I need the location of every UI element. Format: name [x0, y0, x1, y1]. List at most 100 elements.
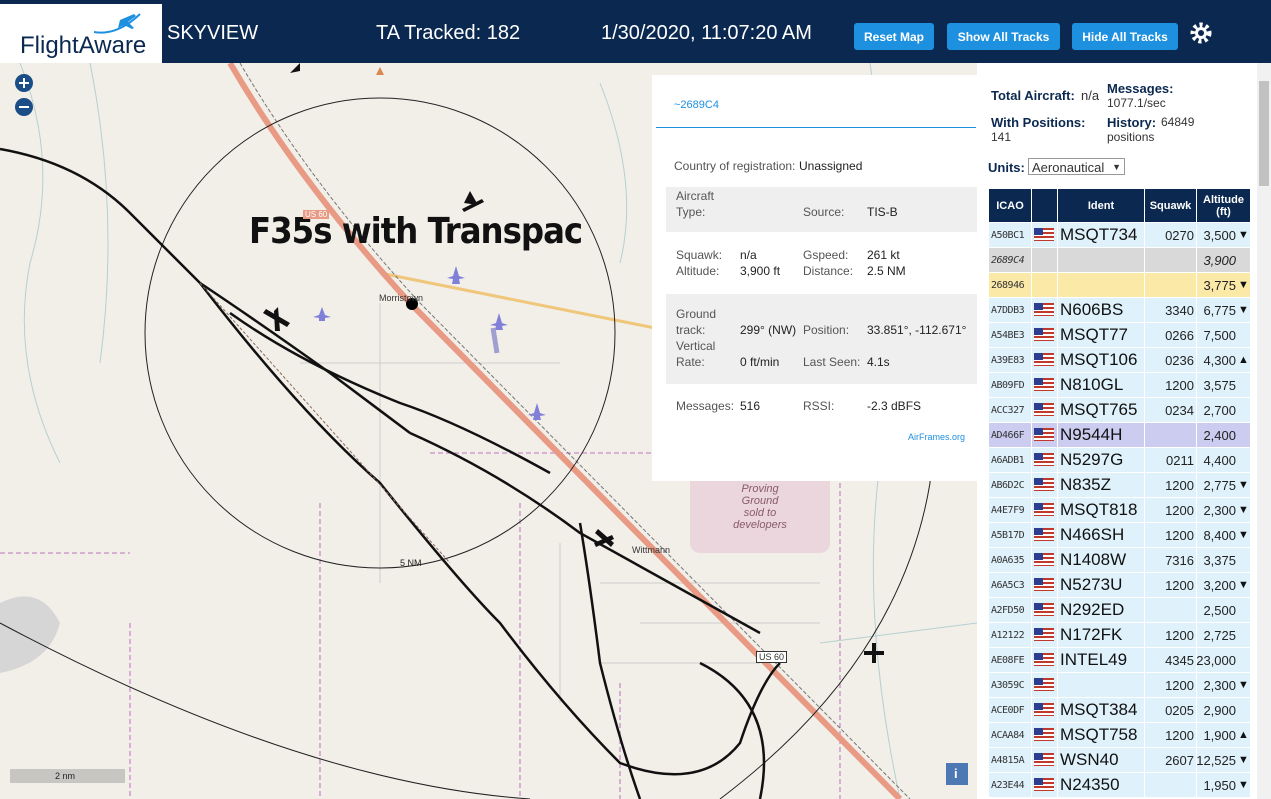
- settings-icon[interactable]: [1189, 21, 1213, 45]
- show-tracks-button[interactable]: Show All Tracks: [947, 23, 1060, 50]
- cell-bg: [989, 648, 1031, 672]
- altitude: 8,400: [1203, 527, 1236, 543]
- table-row[interactable]: A7DDB3 N606BS 3340 6,775 ▼: [989, 298, 1250, 322]
- popup-label: Altitude:: [676, 264, 720, 278]
- table-header-cell[interactable]: Altitude (ft): [1197, 189, 1250, 222]
- altitude: 4,300: [1203, 352, 1236, 368]
- table-row[interactable]: A50BC1 MSQT734 0270 3,500 ▼: [989, 223, 1250, 247]
- icao: A54BE3: [991, 329, 1025, 341]
- table-row[interactable]: AD466F N9544H 2,400: [989, 423, 1250, 447]
- scrollbar[interactable]: [1257, 63, 1271, 799]
- table-row[interactable]: A0A635 N1408W 7316 3,375: [989, 548, 1250, 572]
- road-label: US 60: [303, 210, 330, 219]
- area-line: sold to: [743, 507, 777, 519]
- logo[interactable]: FlightAware: [0, 4, 162, 63]
- hide-tracks-button[interactable]: Hide All Tracks: [1072, 23, 1178, 50]
- cell-bg: [1032, 273, 1057, 297]
- flag-icon: [1034, 728, 1054, 741]
- table-row[interactable]: ACC327 MSQT765 0234 2,700: [989, 398, 1250, 422]
- icao: A4815A: [991, 754, 1025, 766]
- cell-bg: [1145, 648, 1196, 672]
- table-row[interactable]: A6ADB1 N5297G 0211 4,400: [989, 448, 1250, 472]
- cell-bg: [1145, 598, 1196, 622]
- flag-icon: [1034, 328, 1054, 341]
- ident: N172FK: [1060, 625, 1123, 644]
- cell-bg: [1145, 323, 1196, 347]
- cell-bg: [1145, 548, 1196, 572]
- units-select[interactable]: Aeronautical ▼: [1028, 158, 1125, 175]
- table-header-cell[interactable]: ICAO: [989, 189, 1031, 222]
- table-row[interactable]: A5B17D N466SH 1200 8,400 ▼: [989, 523, 1250, 547]
- flag-canton: [1034, 578, 1043, 585]
- table-row[interactable]: A2FD50 N292ED 2,500: [989, 598, 1250, 622]
- flag-icon: [1034, 528, 1054, 541]
- flag-canton: [1034, 703, 1043, 710]
- squawk: 0236: [1165, 352, 1194, 368]
- info-button[interactable]: i: [954, 766, 958, 781]
- select-arrow: ▼: [1112, 162, 1121, 172]
- cell-bg: [1197, 398, 1250, 422]
- flag-icon: [1034, 378, 1054, 391]
- table-row[interactable]: A6A5C3 N5273U 1200 3,200 ▼: [989, 573, 1250, 597]
- icao: A50BC1: [991, 229, 1025, 241]
- cell-bg: [1058, 548, 1144, 572]
- table-header-cell[interactable]: Squawk: [1145, 189, 1196, 222]
- icao: AB09FD: [991, 379, 1025, 391]
- table-row[interactable]: A39E83 MSQT106 0236 4,300 ▲: [989, 348, 1250, 372]
- scroll-thumb[interactable]: [1259, 81, 1269, 186]
- cell-bg: [989, 723, 1031, 747]
- trend-arrow: ▲: [1238, 354, 1249, 366]
- table-row[interactable]: A54BE3 MSQT77 0266 7,500: [989, 323, 1250, 347]
- icao: A4E7F9: [991, 504, 1025, 516]
- area-label: Proving Ground sold to developers: [725, 483, 795, 531]
- zoom-controls[interactable]: [14, 73, 36, 117]
- header-bar: FlightAware SKYVIEW TA Tracked: 182 1/30…: [0, 0, 1271, 63]
- cell-bg: [1058, 598, 1144, 622]
- airframes-link[interactable]: AirFrames.org: [908, 432, 966, 442]
- icao: A6ADB1: [991, 454, 1025, 466]
- cell-bg: [1197, 548, 1250, 572]
- cell-bg: [1197, 598, 1250, 622]
- popup-label: Country of registration:: [674, 159, 796, 173]
- cell-bg: [989, 398, 1031, 422]
- popup-label: Distance:: [803, 264, 854, 278]
- altitude: 2,500: [1203, 602, 1236, 618]
- table-row[interactable]: AB09FD N810GL 1200 3,575: [989, 373, 1250, 397]
- flag-canton: [1034, 753, 1043, 760]
- popup-value: 261 kt: [867, 248, 900, 262]
- stat-label: Messages:: [1107, 81, 1174, 96]
- table-row[interactable]: 2689C4 3,900: [989, 248, 1250, 272]
- cell-bg: [989, 673, 1031, 697]
- table-header-cell[interactable]: Ident: [1058, 189, 1144, 222]
- flag-icon: [1034, 403, 1054, 416]
- ident: MSQT106: [1060, 350, 1138, 369]
- popup-id[interactable]: ~2689C4: [674, 99, 719, 111]
- icao: A5B17D: [991, 529, 1025, 541]
- stat-value: 64849: [1161, 115, 1195, 129]
- table-row[interactable]: A3059C 1200 2,300 ▼: [989, 673, 1250, 697]
- cell-bg: [1145, 398, 1196, 422]
- trend-arrow: ▼: [1238, 229, 1249, 241]
- flag-canton: [1034, 553, 1043, 560]
- table-row[interactable]: ACAA84 MSQT758 1200 1,900 ▲: [989, 723, 1250, 747]
- table-row[interactable]: AE08FE INTEL49 4345 23,000: [989, 648, 1250, 672]
- popup-label: Messages:: [676, 399, 735, 413]
- table-row[interactable]: A4E7F9 MSQT818 1200 2,300 ▼: [989, 498, 1250, 522]
- table-row[interactable]: 268946 3,775 ▼: [989, 273, 1250, 297]
- flag-icon: [1034, 353, 1054, 366]
- ident: N5297G: [1060, 450, 1124, 469]
- road-label: US 60: [756, 651, 788, 663]
- table-row[interactable]: ACE0DF MSQT384 0205 2,900: [989, 698, 1250, 722]
- reset-map-button[interactable]: Reset Map: [854, 23, 934, 50]
- altitude: 1,900: [1203, 727, 1236, 743]
- table-row[interactable]: A23E44 N24350 1,950 ▼: [989, 773, 1250, 797]
- table-row[interactable]: AB6D2C N835Z 1200 2,775 ▼: [989, 473, 1250, 497]
- cell-bg: [1197, 348, 1250, 372]
- cell-bg: [1145, 423, 1196, 447]
- popup-value: 33.851°, -112.671°: [867, 323, 967, 337]
- table-row[interactable]: A12122 N172FK 1200 2,725: [989, 623, 1250, 647]
- flag-canton: [1034, 678, 1043, 685]
- scale-label: 2 nm: [55, 771, 76, 781]
- popup-label: Source:: [803, 205, 845, 219]
- table-row[interactable]: A4815A WSN40 2607 12,525 ▼: [989, 748, 1250, 772]
